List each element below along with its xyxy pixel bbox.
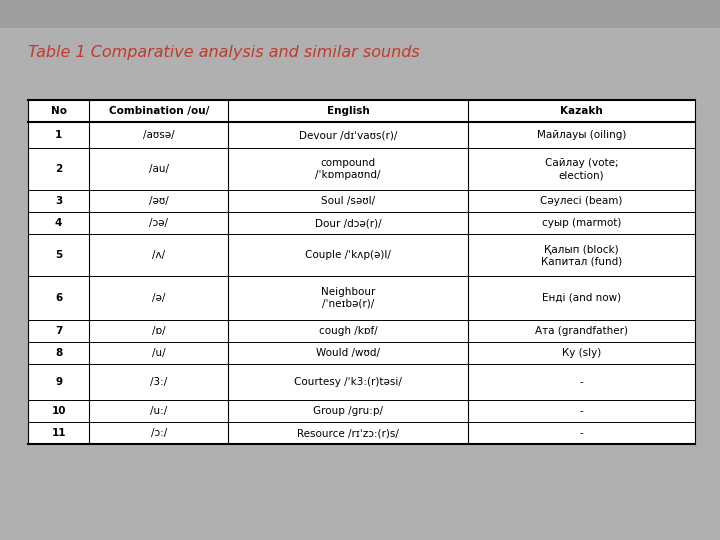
Text: -: -	[580, 406, 583, 416]
Text: /əʊ/: /əʊ/	[149, 196, 168, 206]
Text: /ɔə/: /ɔə/	[149, 218, 168, 228]
Text: Енді (and now): Енді (and now)	[542, 293, 621, 303]
Bar	[28, 100, 695, 444]
Text: -: -	[580, 377, 583, 387]
Text: 3: 3	[55, 196, 63, 206]
Text: Kazakh: Kazakh	[560, 106, 603, 116]
Text: No: No	[50, 106, 67, 116]
Text: Couple /ˈkʌp(ə)l/: Couple /ˈkʌp(ə)l/	[305, 250, 391, 260]
Text: 8: 8	[55, 348, 63, 358]
Text: /au/: /au/	[149, 164, 168, 174]
Text: Would /wʊd/: Would /wʊd/	[316, 348, 380, 358]
Text: Сәулесі (beam): Сәулесі (beam)	[541, 196, 623, 206]
Text: суыр (marmot): суыр (marmot)	[542, 218, 621, 228]
Text: Table 1 Comparative analysis and similar sounds: Table 1 Comparative analysis and similar…	[28, 44, 420, 59]
Text: Майлауы (oiling): Майлауы (oiling)	[537, 130, 626, 140]
Text: /u/: /u/	[152, 348, 166, 358]
Text: 6: 6	[55, 293, 63, 303]
Text: 7: 7	[55, 326, 63, 336]
Text: /ɒ/: /ɒ/	[152, 326, 166, 336]
Text: /u:/: /u:/	[150, 406, 167, 416]
Text: Сайлау (vote;
election): Сайлау (vote; election)	[545, 158, 618, 180]
Text: Neighbour
/ˈneɪbə(r)/: Neighbour /ˈneɪbə(r)/	[321, 287, 375, 309]
Text: -: -	[580, 428, 583, 438]
Bar	[0, 0, 720, 28]
Text: /ʌ/: /ʌ/	[152, 250, 166, 260]
Text: /3:/: /3:/	[150, 377, 167, 387]
Text: Қалып (block)
Капитал (fund): Қалып (block) Капитал (fund)	[541, 244, 622, 266]
Text: Soul /səʊl/: Soul /səʊl/	[321, 196, 375, 206]
Text: 4: 4	[55, 218, 63, 228]
Text: Group /ɡru:p/: Group /ɡru:p/	[313, 406, 383, 416]
Text: Combination /ou/: Combination /ou/	[109, 106, 209, 116]
Text: cough /kɒf/: cough /kɒf/	[319, 326, 377, 336]
Text: 11: 11	[51, 428, 66, 438]
Text: Courtesy /ˈk3:(r)təsi/: Courtesy /ˈk3:(r)təsi/	[294, 377, 402, 387]
Text: English: English	[327, 106, 369, 116]
Text: /ɔ:/: /ɔ:/	[150, 428, 167, 438]
Text: 10: 10	[51, 406, 66, 416]
Text: 9: 9	[55, 377, 62, 387]
Text: Ку (sly): Ку (sly)	[562, 348, 601, 358]
Text: /ə/: /ə/	[152, 293, 166, 303]
Text: Ата (grandfather): Ата (grandfather)	[535, 326, 628, 336]
Text: Resource /rɪˈzɔ:(r)s/: Resource /rɪˈzɔ:(r)s/	[297, 428, 399, 438]
Text: compound
/ˈkɒmpaʊnd/: compound /ˈkɒmpaʊnd/	[315, 158, 381, 180]
Text: 1: 1	[55, 130, 63, 140]
Text: Dour /dɔə(r)/: Dour /dɔə(r)/	[315, 218, 382, 228]
Text: Devour /dɪˈvaʊs(r)/: Devour /dɪˈvaʊs(r)/	[299, 130, 397, 140]
Text: /aʊsə/: /aʊsə/	[143, 130, 174, 140]
Text: 2: 2	[55, 164, 63, 174]
Text: 5: 5	[55, 250, 63, 260]
